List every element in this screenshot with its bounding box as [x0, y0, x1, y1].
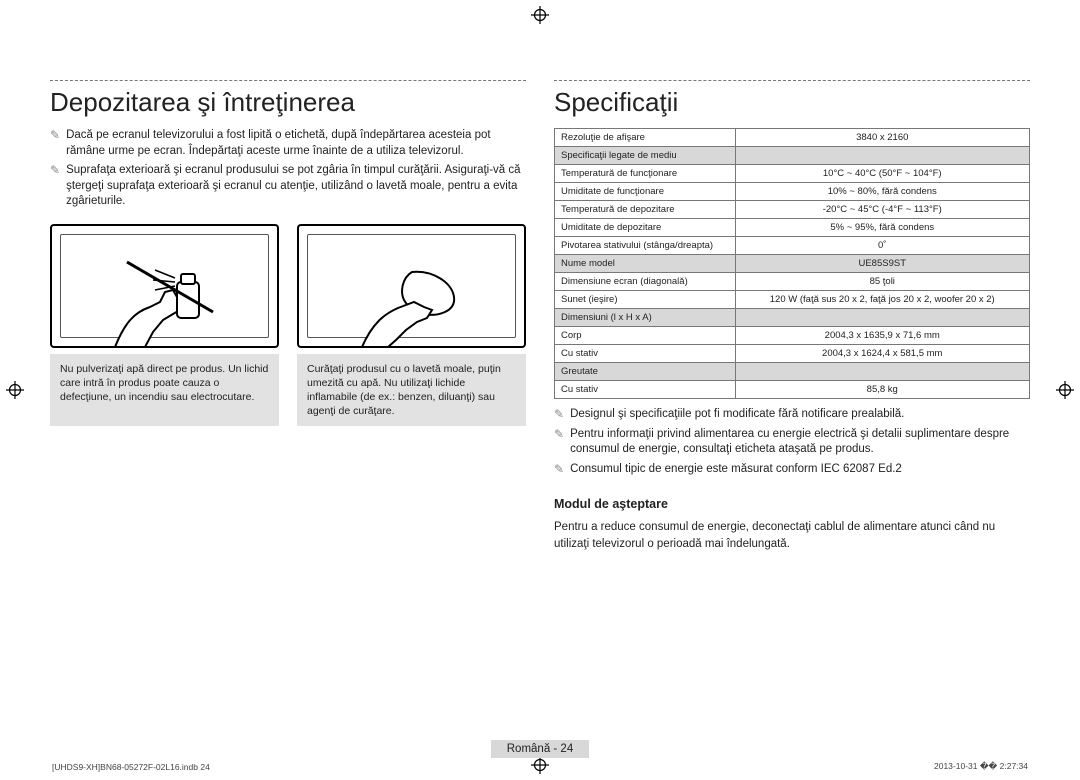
bullet-icon: ✎ — [50, 163, 60, 210]
right-note: ✎ Consumul tipic de energie este măsurat … — [554, 462, 1030, 478]
page-footer: Română - 24 — [0, 740, 1080, 758]
spec-label: Corp — [555, 327, 736, 345]
caption-spray: Nu pulverizaţi apă direct pe produs. Un … — [50, 354, 279, 427]
left-column: Depozitarea şi întreţinerea ✎Dacă pe ecr… — [50, 40, 526, 556]
spec-row: Umiditate de depozitare5% ~ 95%, fără co… — [555, 219, 1030, 237]
spec-row: Temperatură de funcţionare10°C ~ 40°C (5… — [555, 165, 1030, 183]
spec-label: Nume model — [555, 255, 736, 273]
diagram-wipe — [297, 224, 526, 348]
spec-value — [735, 147, 1030, 165]
spec-value — [735, 309, 1030, 327]
spec-value: 85,8 kg — [735, 381, 1030, 399]
spec-label: Rezoluţie de afişare — [555, 129, 736, 147]
spec-value: 3840 x 2160 — [735, 129, 1030, 147]
standby-heading: Modul de aşteptare — [554, 497, 1030, 511]
spec-value: 0˚ — [735, 237, 1030, 255]
spec-value: 10% ~ 80%, fără condens — [735, 183, 1030, 201]
spec-label: Pivotarea stativului (stânga/dreapta) — [555, 237, 736, 255]
crop-mark-left — [6, 381, 24, 399]
bullet-icon: ✎ — [50, 128, 60, 159]
right-note: ✎ Designul şi specificaţiile pot fi modif… — [554, 407, 1030, 423]
spec-value: 2004,3 x 1624,4 x 581,5 mm — [735, 345, 1030, 363]
spec-label: Umiditate de funcţionare — [555, 183, 736, 201]
note-text: Consumul tipic de energie este măsurat c… — [570, 462, 902, 478]
bullet-text: Dacă pe ecranul televizorului a fost lip… — [66, 128, 526, 159]
spec-row: Rezoluţie de afişare3840 x 2160 — [555, 129, 1030, 147]
spec-row: Corp2004,3 x 1635,9 x 71,6 mm — [555, 327, 1030, 345]
bullet-icon: ✎ — [554, 427, 564, 458]
left-divider — [50, 80, 526, 81]
left-bullet: ✎Dacă pe ecranul televizorului a fost li… — [50, 128, 526, 159]
note-text: Designul şi specificaţiile pot fi modifi… — [570, 407, 904, 423]
spec-label: Sunet (ieşire) — [555, 291, 736, 309]
right-title: Specificaţii — [554, 87, 1030, 118]
spec-table: Rezoluţie de afişare3840 x 2160Specifica… — [554, 128, 1030, 399]
spec-row: Nume modelUE85S9ST — [555, 255, 1030, 273]
footer-language-badge: Română - 24 — [491, 740, 589, 758]
caption-wipe: Curăţaţi produsul cu o lavetă moale, puţ… — [297, 354, 526, 427]
spec-value: UE85S9ST — [735, 255, 1030, 273]
spec-value: 2004,3 x 1635,9 x 71,6 mm — [735, 327, 1030, 345]
spray-illustration — [95, 252, 235, 352]
wipe-illustration — [342, 252, 482, 352]
left-bullet: ✎Suprafaţa exterioară şi ecranul produsu… — [50, 163, 526, 210]
spec-row: Dimensiune ecran (diagonală)85 ţoli — [555, 273, 1030, 291]
footnote-datetime: 2013-10-31 �� 2:27:34 — [934, 761, 1028, 772]
page: Depozitarea şi întreţinerea ✎Dacă pe ecr… — [0, 0, 1080, 780]
spec-label: Umiditate de depozitare — [555, 219, 736, 237]
spec-label: Dimensiuni (l x H x A) — [555, 309, 736, 327]
spec-value: -20°C ~ 45°C (-4°F ~ 113°F) — [735, 201, 1030, 219]
spec-value: 85 ţoli — [735, 273, 1030, 291]
spec-value — [735, 363, 1030, 381]
crop-mark-bottom — [531, 756, 549, 774]
right-column: Specificaţii Rezoluţie de afişare3840 x … — [554, 40, 1030, 556]
spec-row: Cu stativ85,8 kg — [555, 381, 1030, 399]
spec-value: 10°C ~ 40°C (50°F ~ 104°F) — [735, 165, 1030, 183]
spec-row: Pivotarea stativului (stânga/dreapta)0˚ — [555, 237, 1030, 255]
spec-row: Dimensiuni (l x H x A) — [555, 309, 1030, 327]
spec-label: Specificaţii legate de mediu — [555, 147, 736, 165]
spec-row: Specificaţii legate de mediu — [555, 147, 1030, 165]
left-title: Depozitarea şi întreţinerea — [50, 87, 526, 118]
standby-body: Pentru a reduce consumul de energie, dec… — [554, 519, 1030, 552]
footnote-filename: [UHDS9-XH]BN68-05272F-02L16.indb 24 — [52, 762, 210, 772]
diagram-captions: Nu pulverizaţi apă direct pe produs. Un … — [50, 354, 526, 427]
spec-label: Temperatură de depozitare — [555, 201, 736, 219]
crop-mark-right — [1056, 381, 1074, 399]
spec-label: Greutate — [555, 363, 736, 381]
spec-row: Temperatură de depozitare-20°C ~ 45°C (-… — [555, 201, 1030, 219]
right-note: ✎Pentru informaţii privind alimentarea c… — [554, 427, 1030, 458]
spec-label: Dimensiune ecran (diagonală) — [555, 273, 736, 291]
spec-value: 120 W (faţă sus 20 x 2, faţă jos 20 x 2,… — [735, 291, 1030, 309]
crop-mark-top — [531, 6, 549, 24]
diagram-spray — [50, 224, 279, 348]
spec-label: Cu stativ — [555, 345, 736, 363]
diagram-row — [50, 224, 526, 348]
bullet-icon: ✎ — [554, 462, 564, 478]
spec-label: Cu stativ — [555, 381, 736, 399]
spec-row: Sunet (ieşire)120 W (faţă sus 20 x 2, fa… — [555, 291, 1030, 309]
spec-label: Temperatură de funcţionare — [555, 165, 736, 183]
spec-value: 5% ~ 95%, fără condens — [735, 219, 1030, 237]
bullet-icon: ✎ — [554, 407, 564, 423]
note-text: Pentru informaţii privind alimentarea cu… — [570, 427, 1030, 458]
right-divider — [554, 80, 1030, 81]
columns: Depozitarea şi întreţinerea ✎Dacă pe ecr… — [50, 40, 1030, 556]
spec-row: Umiditate de funcţionare10% ~ 80%, fără … — [555, 183, 1030, 201]
bullet-text: Suprafaţa exterioară şi ecranul produsul… — [66, 163, 526, 210]
spec-row: Cu stativ2004,3 x 1624,4 x 581,5 mm — [555, 345, 1030, 363]
spec-row: Greutate — [555, 363, 1030, 381]
